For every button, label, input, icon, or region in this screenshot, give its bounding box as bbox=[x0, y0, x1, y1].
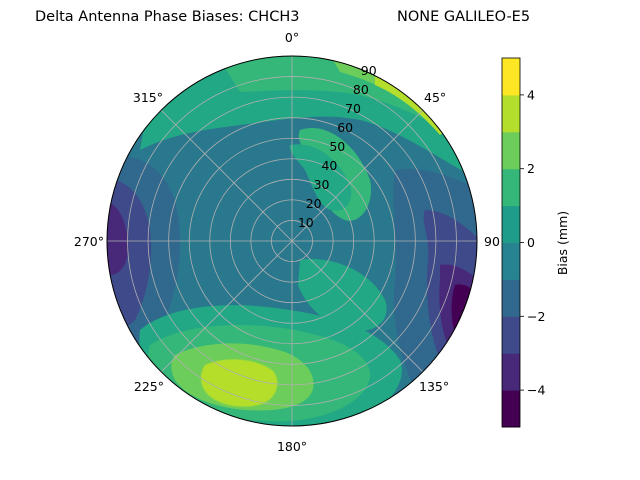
r-tick-10: 10 bbox=[298, 215, 314, 230]
grid-spoke-135 bbox=[291, 240, 424, 373]
r-tick-80: 80 bbox=[353, 82, 369, 97]
r-tick-30: 30 bbox=[314, 177, 330, 192]
grid-spoke-45 bbox=[291, 109, 424, 242]
colorbar: −4 −2 0 2 4 Bias (mm) bbox=[501, 57, 570, 428]
r-tick-40: 40 bbox=[321, 158, 337, 173]
colorbar-tick-label-0: −4 bbox=[527, 383, 545, 398]
colorbar-band-4 bbox=[502, 242, 520, 280]
r-tick-50: 50 bbox=[329, 139, 345, 154]
colorbar-band-9 bbox=[502, 58, 520, 96]
colorbar-bands bbox=[502, 58, 520, 428]
theta-tick-225: 225° bbox=[134, 379, 164, 394]
polar-grid bbox=[107, 56, 477, 426]
polar-plot-area: 0° 45° 90 135° 180° 225° 270° 315° 10 20 3… bbox=[74, 30, 500, 454]
r-tick-20: 20 bbox=[306, 196, 322, 211]
colorbar-band-0 bbox=[502, 390, 520, 428]
colorbar-band-1 bbox=[502, 353, 520, 391]
theta-tick-0: 0° bbox=[285, 30, 299, 45]
colorbar-band-5 bbox=[502, 205, 520, 243]
colorbar-tick-label-2: 0 bbox=[527, 235, 535, 250]
chart-title: Delta Antenna Phase Biases: CHCH3 bbox=[35, 9, 300, 25]
grid-spoke-315 bbox=[160, 109, 293, 242]
colorbar-band-7 bbox=[502, 131, 520, 170]
grid-spoke-225 bbox=[160, 240, 293, 373]
contour-level-east-4 bbox=[451, 284, 477, 345]
colorbar-ticks: −4 −2 0 2 4 bbox=[520, 87, 545, 398]
r-tick-70: 70 bbox=[345, 101, 361, 116]
colorbar-tick-label-4: 4 bbox=[527, 87, 535, 102]
colorbar-band-8 bbox=[502, 94, 520, 133]
theta-tick-90: 90 bbox=[484, 234, 500, 249]
theta-tick-45: 45° bbox=[424, 90, 446, 105]
polar-frame bbox=[106, 55, 478, 427]
colorbar-band-6 bbox=[502, 168, 520, 207]
colorbar-tick-label-1: −2 bbox=[527, 309, 545, 324]
radial-ticks: 10 20 30 40 50 60 70 80 90 bbox=[298, 63, 377, 230]
r-tick-90: 90 bbox=[361, 63, 377, 78]
colorbar-band-2 bbox=[502, 316, 520, 354]
r-tick-60: 60 bbox=[337, 120, 353, 135]
chart-subtitle: NONE GALILEO-E5 bbox=[397, 9, 531, 25]
contour-level-south-4 bbox=[200, 359, 278, 407]
theta-tick-180: 180° bbox=[277, 439, 307, 454]
colorbar-tick-label-3: 2 bbox=[527, 161, 535, 176]
theta-tick-270: 270° bbox=[74, 234, 104, 249]
contour-level-east-lobe-inner bbox=[289, 144, 352, 211]
colorbar-band-3 bbox=[502, 279, 520, 317]
theta-tick-315: 315° bbox=[133, 90, 163, 105]
theta-tick-135: 135° bbox=[419, 379, 449, 394]
colorbar-label: Bias (mm) bbox=[555, 211, 570, 275]
